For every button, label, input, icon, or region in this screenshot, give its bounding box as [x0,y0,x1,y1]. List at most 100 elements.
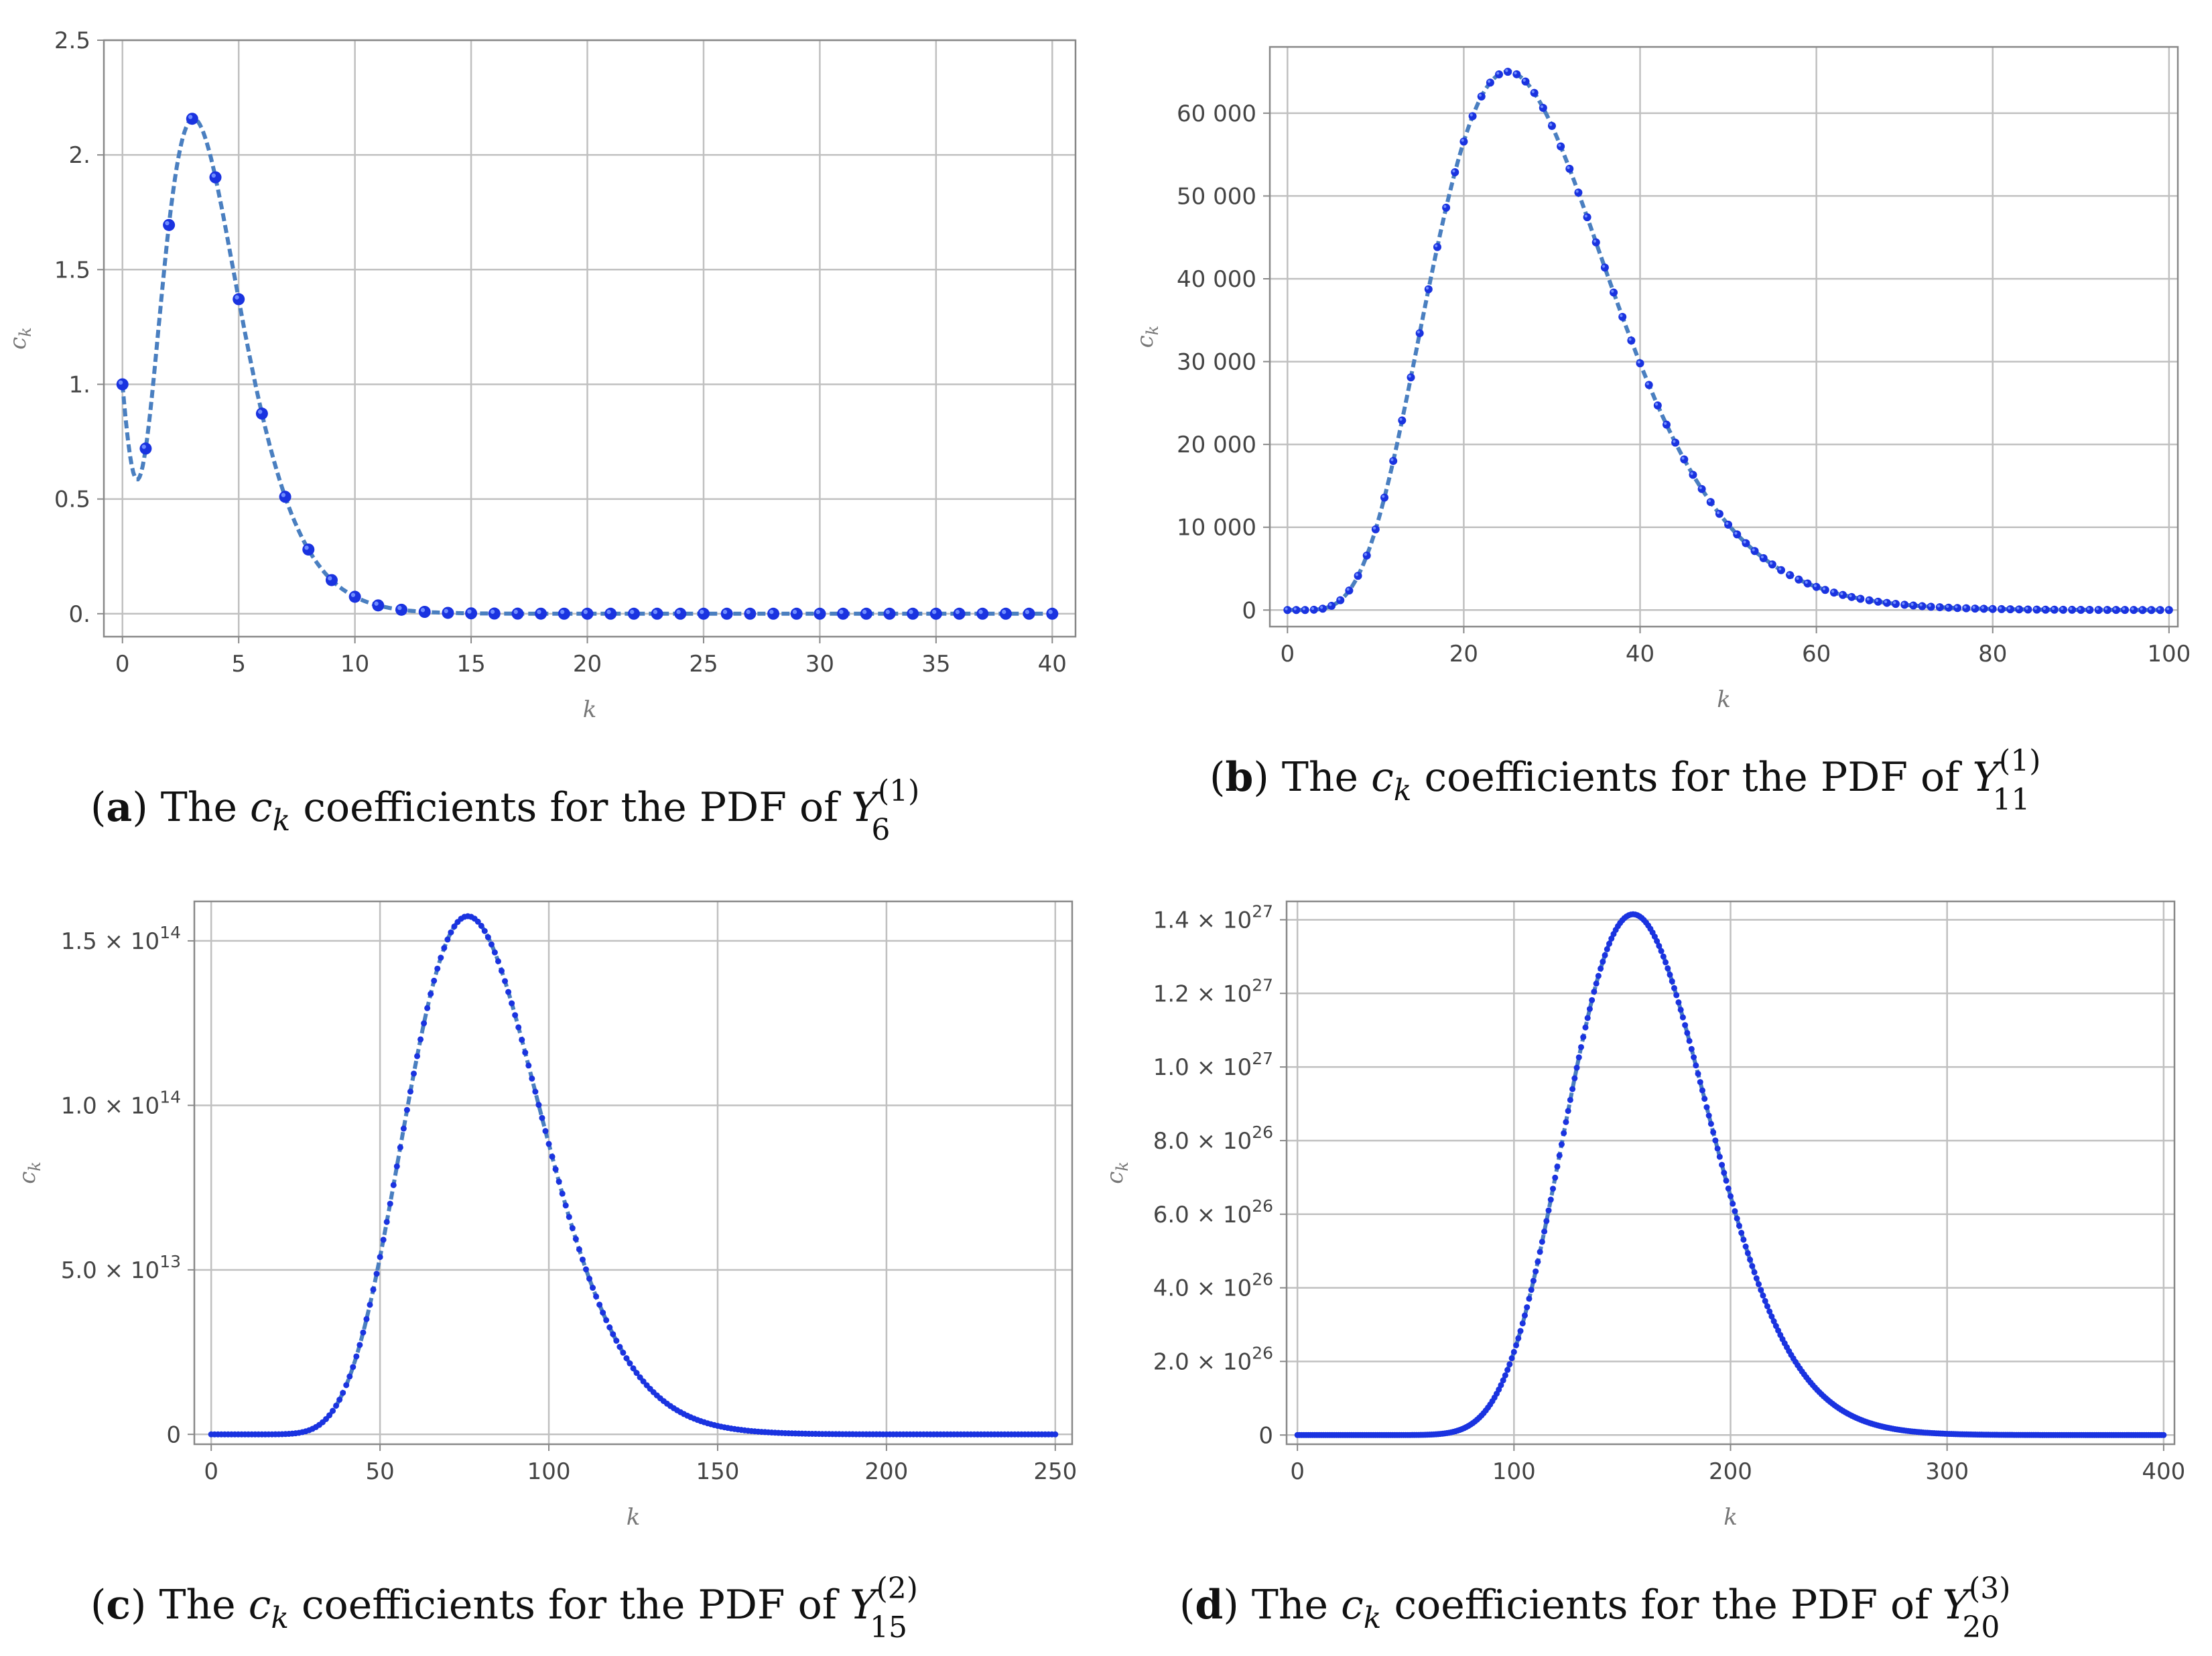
data-point-a-19 [558,607,570,620]
y-tick-label-c-2: 1.0 × 1014 [61,1087,181,1119]
data-point-c-69 [441,945,448,952]
data-point-a-28 [767,607,780,620]
data-point-shine-b-29 [1540,105,1544,109]
data-point-d-197 [1721,1169,1728,1176]
data-point-shine-b-18 [1443,204,1447,208]
data-point-shine-b-64 [1849,594,1852,598]
data-point-b-61 [1821,586,1829,594]
x-tick-label-c-0: 0 [204,1458,218,1485]
data-point-a-8 [302,543,315,556]
y-tick-label-b-0: 0 [1242,597,1256,624]
data-point-d-97 [1504,1366,1511,1373]
caption-sub: 6 [871,813,890,847]
data-point-d-201 [1730,1200,1736,1207]
data-point-b-91 [2085,606,2094,615]
data-point-shine-b-74 [1937,604,1941,608]
data-point-b-5 [1327,602,1336,611]
data-point-b-68 [1882,598,1891,607]
data-point-c-122 [620,1349,627,1356]
data-point-b-11 [1380,493,1389,502]
data-point-d-199 [1725,1185,1732,1192]
data-point-c-41 [346,1373,353,1380]
data-point-shine-b-81 [1998,607,2002,610]
data-point-a-11 [372,599,385,612]
data-point-shine-b-76 [1955,605,1958,609]
data-point-b-18 [1442,203,1451,212]
x-tick-label-d-2: 200 [1709,1458,1752,1485]
data-point-shine-a-11 [374,601,379,606]
data-point-shine-a-28 [769,609,774,615]
data-point-a-5 [233,293,245,306]
data-point-shine-b-52 [1743,540,1746,544]
data-point-d-185 [1695,1070,1701,1077]
data-point-shine-b-10 [1372,526,1376,530]
data-point-c-62 [417,1036,424,1043]
data-point-shine-b-24 [1496,72,1500,75]
data-point-b-32 [1565,164,1574,173]
data-point-c-112 [586,1275,592,1282]
data-point-d-128 [1571,1075,1578,1082]
data-point-b-31 [1557,142,1565,151]
data-point-c-63 [421,1020,428,1027]
data-point-d-141 [1600,958,1606,965]
data-point-d-94 [1498,1382,1504,1389]
data-point-shine-b-2 [1302,607,1305,611]
x-tick-label-d-0: 0 [1290,1458,1305,1485]
caption-the: The [1282,754,1358,801]
data-point-shine-b-32 [1567,166,1570,170]
y-tick-mantissa: 1.4 × 10 [1153,907,1252,934]
x-axis-label-c: k [627,1504,641,1531]
data-point-d-122 [1558,1141,1565,1148]
data-point-shine-b-55 [1769,562,1773,565]
data-point-c-88 [505,989,512,995]
caption-the: The [161,784,237,831]
data-point-shine-a-21 [606,609,611,615]
data-point-a-10 [348,590,361,603]
data-point-c-89 [509,1000,515,1007]
data-point-d-124 [1563,1119,1569,1125]
data-point-c-58 [403,1106,410,1113]
data-point-a-33 [883,607,896,620]
data-point-c-125 [630,1365,637,1372]
data-point-shine-a-38 [1002,609,1006,615]
data-point-d-221 [1772,1323,1779,1330]
data-point-shine-b-40 [1637,361,1640,364]
caption-Y: Y [850,1582,880,1629]
y-tick-label-a-0: 0. [69,601,90,628]
data-point-a-20 [581,607,594,620]
data-point-b-76 [1953,604,1962,613]
data-point-b-59 [1803,579,1812,588]
data-point-c-94 [525,1062,532,1069]
data-point-a-24 [674,607,687,620]
caption-sup: (2) [876,1572,918,1606]
caption-paren-close: ) [132,784,160,831]
data-point-d-104 [1519,1320,1526,1327]
data-point-d-215 [1760,1292,1766,1299]
y-tick-exponent: 27 [1252,975,1273,995]
data-point-c-44 [356,1342,363,1348]
data-point-d-144 [1606,940,1613,947]
data-point-b-84 [2024,605,2032,614]
caption-c: (c) The ck coefficients for the PDF of Y… [90,1572,918,1645]
caption-paren-close: ) [131,1582,159,1629]
data-point-a-9 [325,574,338,586]
data-point-d-188 [1701,1096,1708,1102]
data-point-d-182 [1688,1045,1695,1052]
data-point-shine-a-4 [211,173,216,178]
data-point-d-218 [1766,1308,1773,1315]
data-point-c-91 [515,1024,522,1031]
data-point-shine-b-5 [1329,603,1332,607]
data-point-shine-a-26 [722,609,728,615]
y-axis-label-b: ck [1132,326,1162,348]
data-point-shine-b-59 [1805,580,1808,584]
caption-paren-open: ( [90,784,106,831]
data-point-d-145 [1608,936,1615,942]
data-point-b-100 [2164,606,2173,615]
data-point-d-211 [1751,1269,1758,1275]
data-point-b-95 [2121,606,2130,615]
data-point-d-187 [1699,1087,1705,1094]
data-point-b-99 [2156,606,2164,615]
data-point-shine-a-20 [583,609,588,615]
data-point-b-71 [1909,601,1918,610]
